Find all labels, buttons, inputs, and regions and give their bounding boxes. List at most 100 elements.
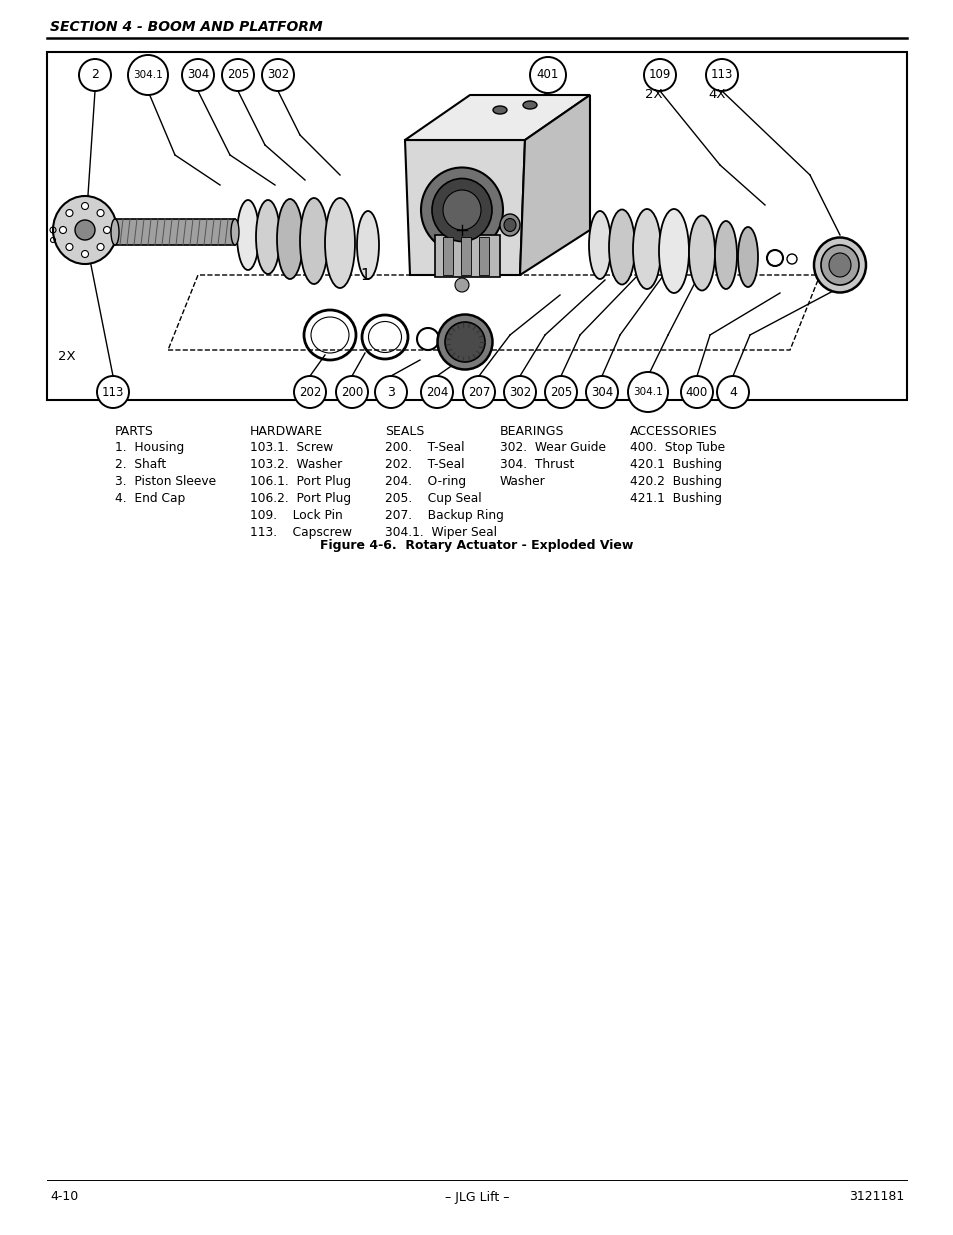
Circle shape [66,243,72,251]
Circle shape [627,372,667,412]
Circle shape [97,210,104,216]
Ellipse shape [828,253,850,277]
Text: 304: 304 [590,385,613,399]
Text: 4.  End Cap: 4. End Cap [115,492,185,505]
Text: 109: 109 [648,68,671,82]
Circle shape [222,59,253,91]
Circle shape [294,375,326,408]
Text: 3121181: 3121181 [848,1191,903,1203]
Text: 109.    Lock Pin: 109. Lock Pin [250,509,342,522]
Circle shape [97,243,104,251]
Text: 202: 202 [298,385,321,399]
Text: 106.2.  Port Plug: 106.2. Port Plug [250,492,351,505]
Polygon shape [405,95,589,140]
Bar [115,219,234,245]
Text: 207: 207 [467,385,490,399]
Ellipse shape [255,200,280,274]
Text: BEARINGS: BEARINGS [499,425,564,438]
Ellipse shape [444,322,484,362]
Ellipse shape [236,200,258,270]
Text: 113: 113 [710,68,733,82]
Text: 2.  Shaft: 2. Shaft [115,458,166,471]
Text: 304.1: 304.1 [133,70,163,80]
Text: 200: 200 [340,385,363,399]
Ellipse shape [231,219,239,245]
Text: 1.  Housing: 1. Housing [115,441,184,454]
Text: SEALS: SEALS [385,425,424,438]
Circle shape [420,375,453,408]
Bar [435,235,499,277]
Ellipse shape [111,219,119,245]
Text: 205: 205 [549,385,572,399]
Circle shape [643,59,676,91]
Bar [460,237,471,275]
Circle shape [455,278,469,291]
Text: 3.  Piston Sleeve: 3. Piston Sleeve [115,475,216,488]
Circle shape [103,226,111,233]
Circle shape [544,375,577,408]
Text: 2X: 2X [58,351,75,363]
Circle shape [81,203,89,210]
Circle shape [705,59,738,91]
Text: 400: 400 [685,385,707,399]
Circle shape [335,375,368,408]
Text: 202.    T-Seal: 202. T-Seal [385,458,464,471]
Text: ACCESSORIES: ACCESSORIES [629,425,717,438]
Circle shape [262,59,294,91]
Text: 421.1  Bushing: 421.1 Bushing [629,492,721,505]
Ellipse shape [299,198,328,284]
Polygon shape [519,95,589,275]
Text: SECTION 4 - BOOM AND PLATFORM: SECTION 4 - BOOM AND PLATFORM [50,20,322,35]
Bar [478,237,489,275]
Circle shape [79,59,111,91]
Text: 304.1.  Wiper Seal: 304.1. Wiper Seal [385,526,497,538]
Text: 304: 304 [187,68,209,82]
Text: 1: 1 [359,268,369,283]
Ellipse shape [821,245,858,285]
Ellipse shape [356,211,378,279]
Text: 4-10: 4-10 [50,1191,78,1203]
Polygon shape [405,140,524,275]
Ellipse shape [432,179,492,242]
Circle shape [66,210,72,216]
Ellipse shape [437,315,492,369]
Ellipse shape [688,215,714,290]
Text: 205.    Cup Seal: 205. Cup Seal [385,492,481,505]
Ellipse shape [499,214,519,236]
Text: 401: 401 [537,68,558,82]
Text: Washer: Washer [499,475,545,488]
Text: 113: 113 [102,385,124,399]
Ellipse shape [442,190,480,230]
Ellipse shape [659,209,688,293]
Circle shape [81,251,89,258]
Text: 103.2.  Washer: 103.2. Washer [250,458,342,471]
Ellipse shape [325,198,355,288]
Ellipse shape [503,219,516,231]
Ellipse shape [276,199,303,279]
Text: 103.1.  Screw: 103.1. Screw [250,441,333,454]
Text: HARDWARE: HARDWARE [250,425,323,438]
Text: 113.    Capscrew: 113. Capscrew [250,526,352,538]
Ellipse shape [813,237,865,293]
Text: 207.    Backup Ring: 207. Backup Ring [385,509,503,522]
Text: 3: 3 [387,385,395,399]
Circle shape [462,375,495,408]
Text: PARTS: PARTS [115,425,153,438]
Text: 420.1  Bushing: 420.1 Bushing [629,458,721,471]
Ellipse shape [493,106,506,114]
Ellipse shape [53,196,117,264]
Ellipse shape [522,101,537,109]
Text: – JLG Lift –: – JLG Lift – [444,1191,509,1203]
Bar [442,237,453,275]
Text: 302.  Wear Guide: 302. Wear Guide [499,441,605,454]
Text: 304.1: 304.1 [633,387,662,396]
Text: 400.  Stop Tube: 400. Stop Tube [629,441,724,454]
Circle shape [59,226,67,233]
Text: 4: 4 [728,385,736,399]
Text: 304.  Thrust: 304. Thrust [499,458,574,471]
Text: 106.1.  Port Plug: 106.1. Port Plug [250,475,351,488]
Circle shape [375,375,407,408]
Circle shape [128,56,168,95]
Ellipse shape [608,210,635,284]
Bar [47,52,906,400]
